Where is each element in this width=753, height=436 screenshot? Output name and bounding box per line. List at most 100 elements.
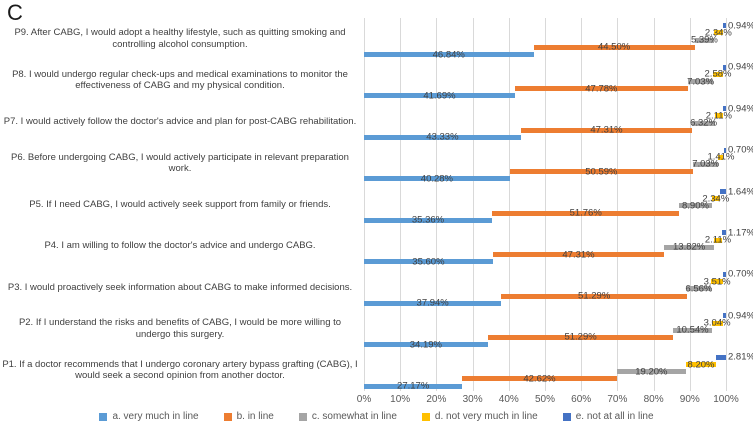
legend-marker-icon: [223, 412, 232, 421]
bar-value-label: 3.04%: [703, 317, 731, 329]
bar-value-label: 47.31%: [590, 124, 623, 136]
bar-segment-b: [520, 127, 693, 133]
legend-item: b. in line: [223, 411, 274, 422]
gridline: [653, 18, 655, 391]
legend-label: a. very much in line: [112, 411, 199, 422]
legend-item: a. very much in line: [99, 411, 199, 422]
bar-value-label: 0.70%: [728, 144, 753, 156]
legend-marker-icon: [99, 412, 108, 421]
gridline: [726, 18, 727, 391]
figure-panel-label: C: [7, 0, 23, 25]
bar-value-label: 37.94%: [416, 297, 449, 309]
legend-item: c. somewhat in line: [298, 411, 397, 422]
x-axis-tick-label: 20%: [426, 394, 447, 405]
bar-segment-e: [715, 354, 726, 360]
bar-value-label: 41.69%: [423, 90, 456, 102]
bar-segment-d: [714, 113, 723, 119]
gridline: [472, 18, 474, 391]
bar-segment-c: [687, 286, 711, 292]
x-axis-tick-label: 90%: [679, 394, 700, 405]
bar-value-label: 0.94%: [728, 310, 753, 322]
bar-segment-c: [692, 161, 719, 167]
bar-segment-d: [714, 237, 722, 243]
bar-value-label: 2.34%: [704, 27, 732, 39]
bar-segment-e: [722, 106, 727, 112]
bar-segment-d: [711, 320, 723, 326]
bar-segment-e: [723, 147, 727, 153]
bar-value-label: 27.17%: [397, 380, 430, 392]
category-label: P8. I would undergo regular check-ups an…: [12, 68, 348, 92]
bar-segment-a: [364, 259, 493, 265]
bar-value-label: 46.84%: [432, 49, 465, 61]
category-label: P3. I would proactively seek information…: [7, 281, 353, 293]
x-axis-tick-label: 60%: [571, 394, 592, 405]
category-label: P9. After CABG, I would adopt a healthy …: [14, 27, 346, 50]
bar-value-label: 3.51%: [703, 276, 731, 288]
x-axis-tick-label: 40%: [498, 394, 519, 405]
gridline: [364, 18, 365, 391]
x-axis-tick-label: 30%: [462, 394, 483, 405]
bar-value-label: 8.20%: [687, 359, 715, 370]
bar-value-label: 10.54%: [676, 324, 709, 336]
legend-label: e. not at all in line: [575, 411, 654, 422]
bar-segment-e: [721, 230, 727, 236]
x-axis-tick-label: 80%: [643, 394, 664, 405]
bar-segment-d: [686, 362, 716, 367]
bar-segment-e: [722, 23, 727, 29]
category-label: P4. I am willing to follow the doctor's …: [44, 240, 316, 252]
bar-segment-b: [492, 252, 665, 258]
bar-value-label: 6.56%: [685, 283, 713, 295]
bar-value-label: 19.20%: [635, 366, 668, 378]
category-label: P1. If a doctor recommends that I underg…: [2, 358, 358, 382]
gridline: [400, 18, 402, 391]
bar-value-label: 42.62%: [523, 373, 556, 385]
bar-value-label: 2.34%: [702, 193, 730, 205]
bar-segment-c: [664, 244, 715, 250]
gridline: [436, 18, 438, 391]
bar-value-label: 6.32%: [690, 117, 718, 129]
category-label: P5. If I need CABG, I would actively see…: [29, 198, 331, 210]
bar-segment-c: [687, 79, 714, 85]
bar-value-label: 50.59%: [585, 166, 618, 178]
bar-segment-b: [462, 376, 617, 382]
bar-segment-b: [509, 169, 693, 175]
bar-segment-a: [364, 93, 515, 99]
bar-value-label: 0.94%: [728, 20, 753, 32]
bar-value-label: 35.60%: [412, 256, 445, 268]
legend-marker-icon: [421, 412, 430, 421]
gridline: [508, 18, 510, 391]
legend-label: b. in line: [236, 411, 274, 422]
bar-segment-c: [694, 37, 715, 43]
bar-value-label: 51.29%: [578, 290, 611, 302]
x-axis-tick-label: 10%: [390, 394, 411, 405]
x-axis-tick-label: 0%: [356, 394, 372, 405]
legend-item: e. not at all in line: [562, 411, 654, 422]
bar-value-label: 47.78%: [585, 83, 618, 95]
bar-segment-d: [714, 30, 723, 36]
bar-value-label: 0.94%: [728, 61, 753, 73]
bar-value-label: 34.19%: [409, 339, 442, 351]
bar-segment-b: [487, 334, 674, 340]
bar-segment-b: [492, 210, 680, 216]
legend: a. very much in line b. in line c. somewha…: [0, 411, 753, 422]
bar-segment-c: [673, 327, 712, 333]
bar-value-label: 5.39%: [690, 34, 718, 46]
bar-value-label: 2.11%: [704, 234, 732, 246]
bar-segment-a: [364, 217, 492, 223]
bar-value-label: 2.81%: [728, 351, 753, 363]
legend-label: d. not very much in line: [434, 411, 538, 422]
bar-value-label: 51.29%: [564, 331, 597, 343]
bar-value-label: 47.31%: [562, 249, 595, 261]
legend-label: c. somewhat in line: [311, 411, 397, 422]
bar-value-label: 2.58%: [704, 68, 732, 80]
bar-segment-e: [722, 64, 727, 70]
bar-segment-a: [364, 134, 521, 140]
category-axis: P9. After CABG, I would adopt a healthy …: [2, 18, 358, 391]
bar-segment-a: [364, 342, 488, 348]
bar-segment-d: [711, 196, 721, 202]
x-axis-tick-label: 70%: [607, 394, 628, 405]
bar-value-label: 1.41%: [707, 151, 735, 163]
x-axis-tick-label: 100%: [713, 394, 739, 405]
bar-value-label: 8.90%: [682, 200, 709, 212]
